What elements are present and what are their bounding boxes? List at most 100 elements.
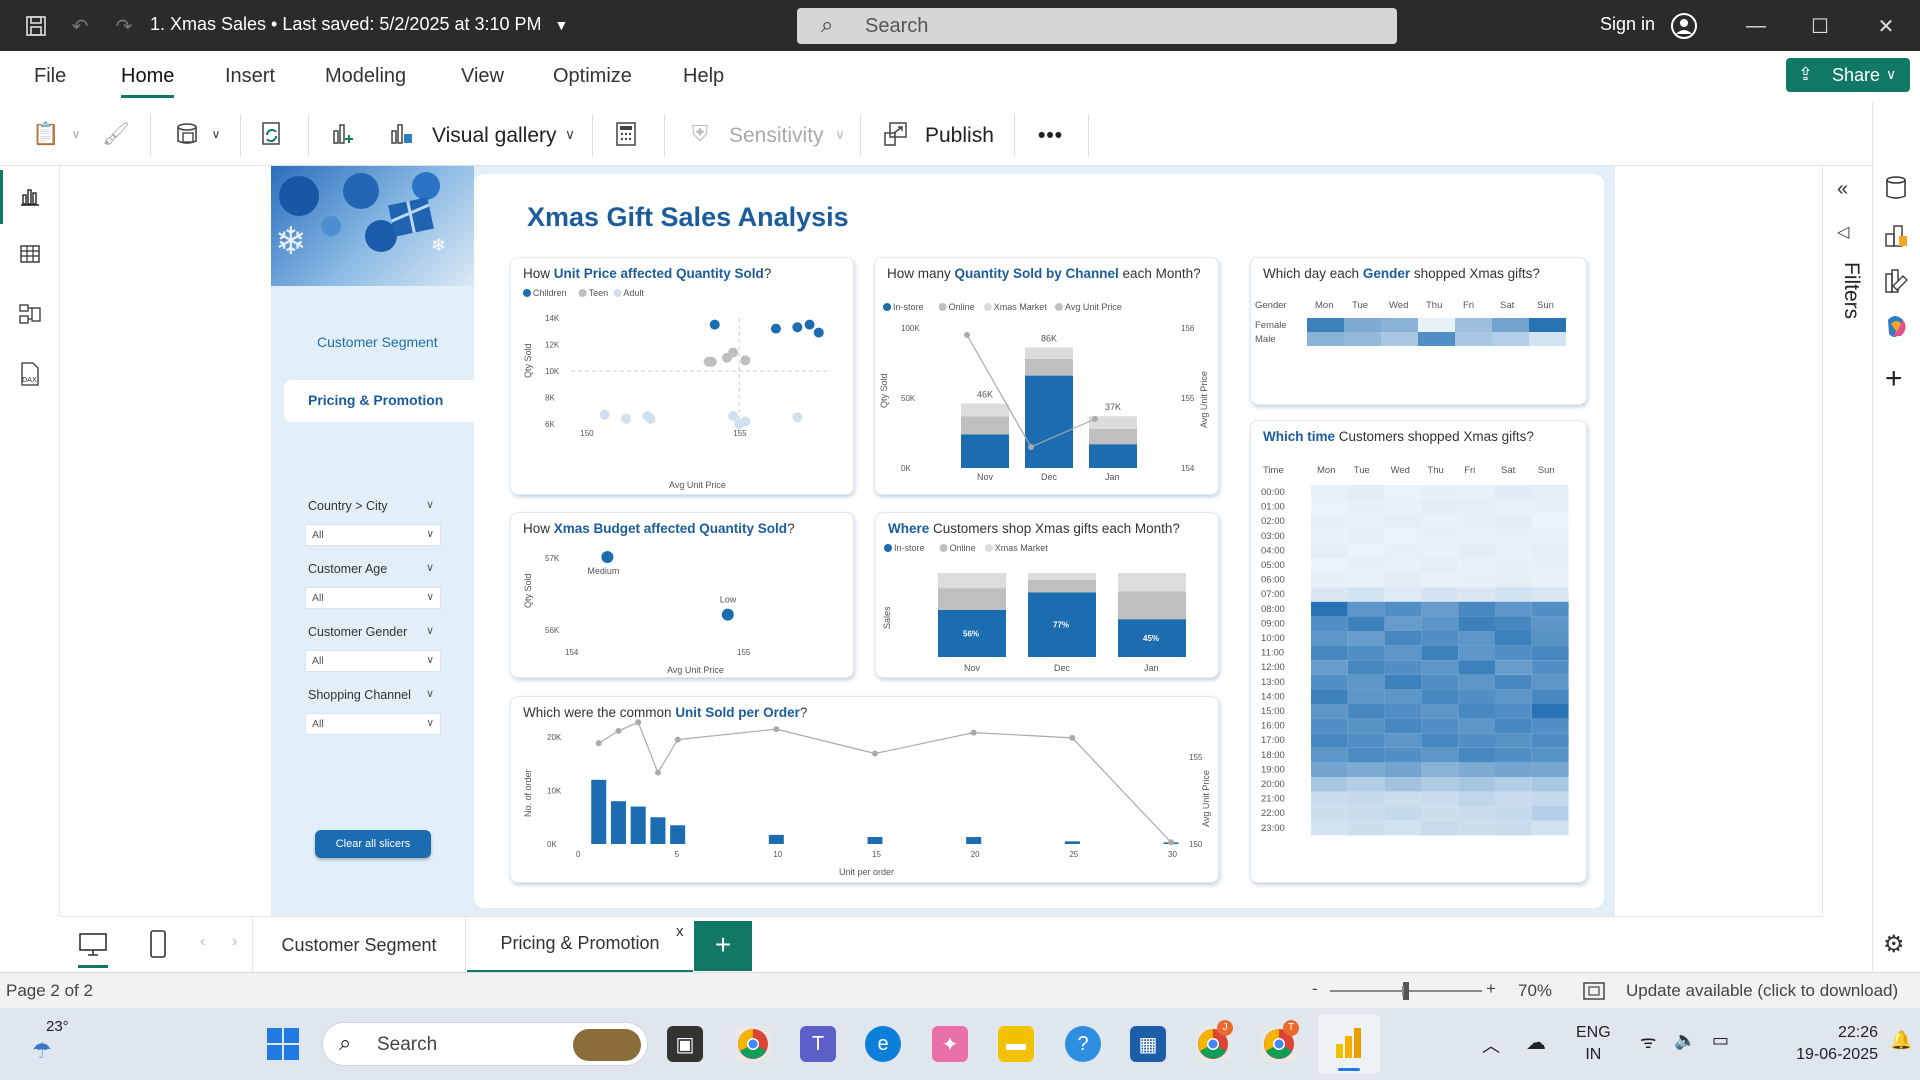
unit-per-order-card[interactable]: Which were the common Unit Sold per Orde… — [510, 696, 1219, 883]
fit-to-page-icon[interactable] — [1582, 981, 1606, 1006]
chevron-down-icon[interactable]: ∨ — [564, 125, 576, 142]
where-shop-card[interactable]: Where Customers shop Xmas gifts each Mon… — [875, 512, 1219, 678]
tab-pricing-promotion[interactable]: Pricing & Promotion — [467, 917, 693, 973]
report-view-icon[interactable] — [14, 180, 46, 212]
chevron-down-icon[interactable]: ∨ — [426, 625, 435, 637]
chevron-down-icon[interactable]: ∨ — [211, 127, 221, 141]
budget-scatter-card[interactable]: How Xmas Budget affected Quantity Sold? … — [510, 512, 854, 678]
slicer-customer-age-dropdown[interactable]: All ∨ — [305, 587, 441, 609]
taskbar-search[interactable]: ⌕ Search — [322, 1022, 648, 1066]
add-page-button[interactable]: + — [694, 921, 752, 971]
format-painter-icon[interactable]: 🖌 — [102, 121, 130, 146]
sensitivity-icon[interactable]: ⛨ — [691, 121, 709, 146]
chevron-down-icon[interactable]: ∨ — [426, 562, 435, 574]
minimize-icon[interactable]: — — [1746, 14, 1766, 37]
chevron-down-icon[interactable]: ∨ — [71, 127, 81, 141]
clear-all-slicers-button[interactable]: Clear all slicers — [315, 830, 431, 858]
share-button[interactable]: ⇪ Share ∨ — [1786, 58, 1910, 92]
tab-scroll-left-icon[interactable]: ‹ — [200, 933, 206, 950]
file-explorer-icon[interactable]: ▬ — [998, 1026, 1034, 1062]
slicer-shopping-channel-dropdown[interactable]: All ∨ — [305, 713, 441, 735]
powerbi-taskbar-button[interactable] — [1318, 1014, 1380, 1074]
get-data-icon[interactable] — [170, 116, 206, 152]
close-tab-icon[interactable]: x — [676, 923, 684, 940]
zoom-level[interactable]: 70% — [1518, 981, 1553, 1000]
chevron-down-icon[interactable]: ∨ — [426, 499, 435, 511]
more-options-button[interactable]: ••• — [1038, 124, 1064, 147]
update-available-link[interactable]: Update available (click to download) — [1626, 981, 1899, 1000]
copilot-app-icon[interactable]: ✦ — [932, 1026, 968, 1062]
nav-customer-segment[interactable]: Customer Segment — [317, 334, 438, 350]
filters-pane-label[interactable]: Filters — [1825, 254, 1869, 334]
menu-insert[interactable]: Insert — [225, 65, 276, 87]
tab-scroll-right-icon[interactable]: › — [232, 933, 238, 950]
table-view-icon[interactable] — [14, 238, 46, 270]
chrome-profile-t-icon[interactable]: T — [1261, 1020, 1299, 1062]
publish-button[interactable]: Publish — [925, 124, 994, 147]
nav-pricing-promotion-tab[interactable]: Pricing & Promotion — [284, 380, 475, 422]
refresh-icon[interactable] — [254, 116, 290, 152]
tab-customer-segment[interactable]: Customer Segment — [252, 917, 466, 973]
slicer-country-city-dropdown[interactable]: All ∨ — [305, 524, 441, 546]
calculator-icon[interactable] — [608, 116, 644, 152]
menu-view[interactable]: View — [461, 65, 504, 87]
slicer-customer-gender-dropdown[interactable]: All ∨ — [305, 650, 441, 672]
redo-icon[interactable]: ↷ — [115, 15, 133, 38]
save-icon[interactable] — [22, 12, 50, 40]
publish-icon[interactable] — [878, 116, 914, 152]
dax-query-view-icon[interactable]: DAX — [14, 358, 46, 390]
chrome-icon[interactable] — [735, 1026, 771, 1062]
build-visual-icon[interactable] — [1883, 222, 1909, 255]
wifi-icon[interactable]: ᯤ — [1640, 1032, 1657, 1052]
menu-home[interactable]: Home — [121, 65, 175, 98]
copilot-icon[interactable] — [1883, 314, 1909, 345]
sensitivity-label[interactable]: Sensitivity — [729, 124, 824, 147]
settings-gear-icon[interactable]: ⚙ — [1883, 931, 1905, 958]
teams-icon[interactable]: T — [800, 1026, 836, 1062]
filter-icon[interactable]: ◁ — [1837, 224, 1850, 241]
volume-icon[interactable]: 🔈 — [1674, 1030, 1697, 1050]
model-view-icon[interactable] — [14, 298, 46, 330]
zoom-in-button[interactable]: + — [1486, 979, 1496, 998]
store-icon[interactable]: ▦ — [1130, 1026, 1166, 1062]
data-pane-icon[interactable] — [1883, 174, 1909, 207]
notification-bell-icon[interactable]: 🔔 — [1890, 1030, 1913, 1050]
desktop-layout-icon[interactable] — [78, 929, 108, 964]
help-app-icon[interactable]: ? — [1065, 1026, 1101, 1062]
format-visual-icon[interactable] — [1883, 268, 1909, 301]
onedrive-cloud-icon[interactable]: ☁ — [1526, 1032, 1546, 1054]
menu-help[interactable]: Help — [683, 65, 725, 87]
time-heatmap-card[interactable]: Which time Customers shopped Xmas gifts?… — [1250, 420, 1587, 883]
add-pane-icon[interactable]: + — [1885, 362, 1903, 395]
task-view-icon[interactable]: ▣ — [667, 1026, 703, 1062]
qty-by-channel-card[interactable]: How many Quantity Sold by Channel each M… — [874, 257, 1219, 495]
account-icon[interactable] — [1670, 12, 1698, 40]
zoom-out-button[interactable]: - — [1312, 979, 1318, 998]
paste-icon[interactable]: 📋 — [32, 121, 60, 146]
chevron-down-icon[interactable]: ∨ — [426, 688, 435, 700]
show-hidden-icons[interactable]: ︿ — [1482, 1036, 1500, 1056]
menu-file[interactable]: File — [34, 65, 67, 87]
battery-icon[interactable]: ▭ — [1712, 1030, 1730, 1050]
close-icon[interactable]: ✕ — [1877, 15, 1895, 38]
visual-gallery-label[interactable]: Visual gallery — [432, 124, 557, 147]
chevron-down-icon[interactable]: ∨ — [834, 125, 846, 142]
expand-chevrons-icon[interactable]: « — [1837, 178, 1849, 200]
zoom-slider[interactable] — [1330, 982, 1482, 1000]
gender-day-heatmap-card[interactable]: Which day each Gender shopped Xmas gifts… — [1250, 257, 1587, 405]
clock[interactable]: 22:26 19-06-2025 — [1758, 1022, 1878, 1066]
menu-modeling[interactable]: Modeling — [325, 65, 407, 87]
menu-optimize[interactable]: Optimize — [553, 65, 632, 87]
edge-icon[interactable]: e — [865, 1026, 901, 1062]
undo-icon[interactable]: ↶ — [71, 15, 89, 38]
mobile-layout-icon[interactable] — [148, 929, 168, 964]
windows-start-icon[interactable] — [265, 1026, 301, 1062]
search-box[interactable]: ⌕ Search — [797, 8, 1397, 44]
language-indicator[interactable]: ENG IN — [1576, 1022, 1611, 1066]
visual-gallery-icon[interactable] — [384, 116, 420, 152]
maximize-icon[interactable]: ☐ — [1811, 15, 1829, 38]
unit-price-scatter-card[interactable]: How Unit Price affected Quantity Sold? C… — [510, 257, 854, 495]
new-visual-icon[interactable] — [326, 116, 362, 152]
sign-in-link[interactable]: Sign in — [1600, 14, 1655, 35]
document-title-dropdown[interactable]: 1. Xmas Sales • Last saved: 5/2/2025 at … — [150, 14, 568, 35]
